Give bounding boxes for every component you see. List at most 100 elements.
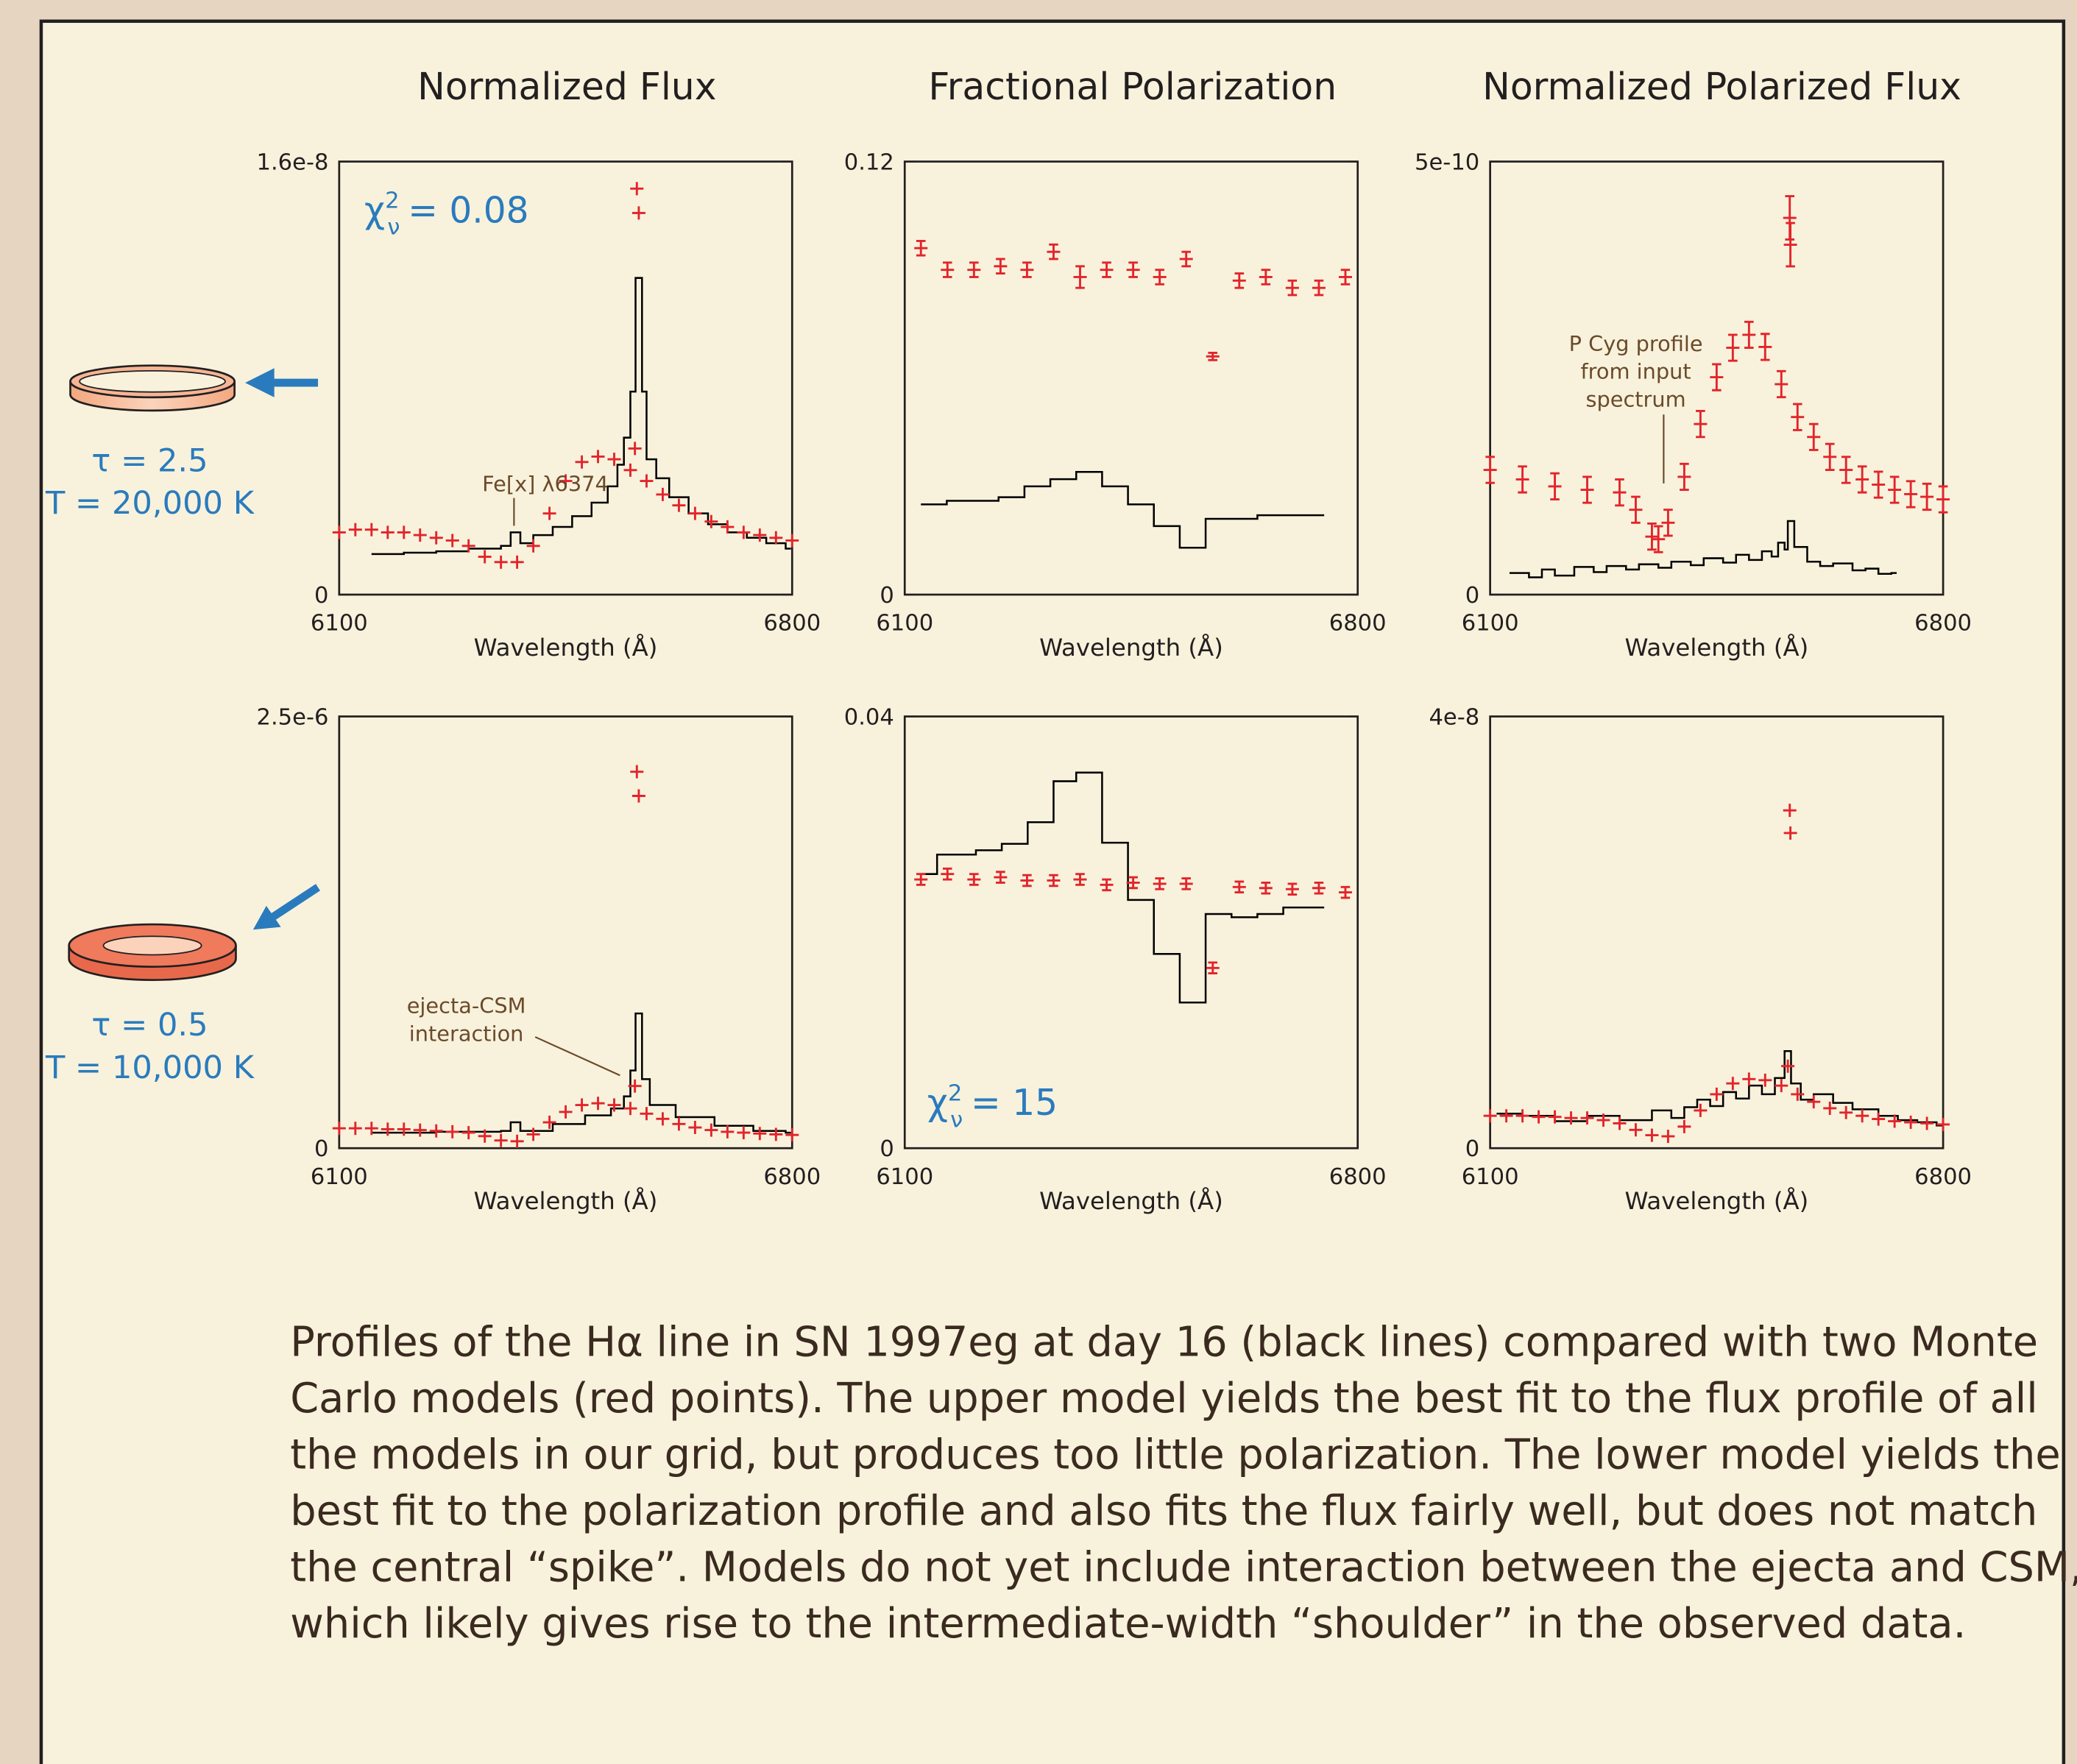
model-point <box>672 498 686 512</box>
model-point <box>1807 422 1821 451</box>
model-point <box>914 239 928 257</box>
model-point <box>526 539 540 553</box>
column-title: Fractional Polarization <box>928 65 1337 108</box>
model-point <box>478 1129 492 1143</box>
chi-square: χ2 ν = 0.08 <box>364 188 529 241</box>
model-point <box>364 1122 378 1136</box>
model-point <box>1153 269 1167 286</box>
x-axis-label: Wavelength (Å) <box>474 1187 658 1215</box>
model-point <box>461 1126 475 1140</box>
model-point <box>1126 261 1140 278</box>
model-point <box>628 1079 642 1093</box>
model-point <box>628 442 642 456</box>
annotation: from input <box>1581 359 1691 384</box>
model-point <box>1904 1116 1918 1130</box>
model-point <box>1661 509 1675 537</box>
chi-value: = 0.08 <box>408 190 528 231</box>
model-point <box>1677 462 1691 492</box>
model-point <box>753 1127 767 1141</box>
model-point <box>1888 475 1902 504</box>
model-point <box>1285 279 1299 297</box>
caption: Profiles of the Hα line in SN 1997eg at … <box>290 1319 2077 1648</box>
model-point <box>1839 456 1853 484</box>
y-tick-label: 0 <box>880 1136 894 1162</box>
model-point <box>1872 470 1886 499</box>
model-point <box>494 1133 508 1147</box>
column-title: Normalized Flux <box>417 65 716 108</box>
observed-line <box>1510 520 1897 578</box>
model-point <box>1783 195 1797 241</box>
model-point <box>1483 1109 1497 1123</box>
model-point <box>1596 1113 1610 1127</box>
x-tick-label: 6100 <box>876 1164 933 1190</box>
chi-sub: ν <box>387 215 400 241</box>
model-point <box>753 528 767 542</box>
model-point <box>631 206 645 220</box>
model-tau: τ = 2.5 <box>91 443 208 480</box>
y-tick-label: 0.12 <box>844 149 894 175</box>
chart: 0 4e-8 6100 6800 Wavelength (Å) <box>1429 704 1972 1215</box>
model-point <box>1710 1087 1724 1101</box>
x-axis-label: Wavelength (Å) <box>474 634 658 662</box>
y-tick-label: 0 <box>314 583 328 609</box>
arrow-head <box>245 368 275 397</box>
model-point <box>656 1112 670 1126</box>
model-point <box>721 1124 735 1138</box>
model-point <box>1645 1128 1659 1142</box>
model-point <box>1661 1130 1675 1144</box>
x-tick-label: 6800 <box>763 611 821 637</box>
model-point <box>1783 804 1797 818</box>
y-tick-label: 0 <box>314 1136 328 1162</box>
ring-edge-on <box>69 364 236 412</box>
model-point <box>526 1127 540 1141</box>
plot-frame <box>338 160 793 596</box>
model-point <box>1781 1059 1795 1073</box>
arrow-head <box>252 905 281 930</box>
y-tick-label: 1.6e-8 <box>257 149 329 175</box>
model-point <box>1126 876 1140 890</box>
plot-frame <box>1489 715 1945 1150</box>
model-point <box>785 1128 799 1142</box>
x-axis-label: Wavelength (Å) <box>1039 1187 1223 1215</box>
chi-symbol: χ <box>927 1083 948 1124</box>
caption-line: which likely gives rise to the intermedi… <box>290 1600 1966 1648</box>
model-point <box>1839 1105 1853 1119</box>
x-tick-label: 6800 <box>763 1164 821 1190</box>
model-point <box>364 523 378 536</box>
model-point <box>656 487 670 501</box>
model-point <box>1232 272 1246 289</box>
model-point <box>1726 333 1740 362</box>
chart: 0 1.6e-8 6100 6800 Wavelength (Å) χ2 ν = 0.08 Fe… <box>257 149 821 661</box>
model-point <box>1206 352 1220 361</box>
model-point <box>704 514 718 528</box>
model-point <box>607 1098 621 1112</box>
model-point <box>1823 1101 1837 1115</box>
model-point <box>1629 1123 1643 1137</box>
model-point <box>1259 881 1273 895</box>
model-point <box>1783 222 1797 268</box>
model-point <box>1548 472 1562 500</box>
model-point <box>1515 465 1529 494</box>
model-point <box>413 528 427 542</box>
model-point <box>737 525 751 539</box>
model-temperature: T = 20,000 K <box>45 485 255 522</box>
model-point <box>1613 478 1627 507</box>
chi-sup: 2 <box>385 188 399 214</box>
model-point <box>1179 250 1193 268</box>
model-point <box>1710 363 1724 392</box>
model-point <box>559 474 573 488</box>
model-point <box>575 1098 589 1112</box>
model-point <box>381 1122 394 1136</box>
model-point <box>1783 826 1797 840</box>
model-point <box>1645 523 1659 551</box>
model-point <box>1483 456 1497 484</box>
annotation: Fe[x] λ6374 <box>482 472 609 497</box>
model-point <box>1312 881 1326 895</box>
x-axis-label: Wavelength (Å) <box>1624 1187 1808 1215</box>
y-tick-label: 0 <box>880 583 894 609</box>
x-axis-label: Wavelength (Å) <box>1039 634 1223 662</box>
chart: 0 2.5e-6 6100 6800 Wavelength (Å) ejecta-CSMi… <box>257 704 821 1215</box>
model-point <box>1338 885 1352 899</box>
x-tick-label: 6100 <box>311 611 368 637</box>
